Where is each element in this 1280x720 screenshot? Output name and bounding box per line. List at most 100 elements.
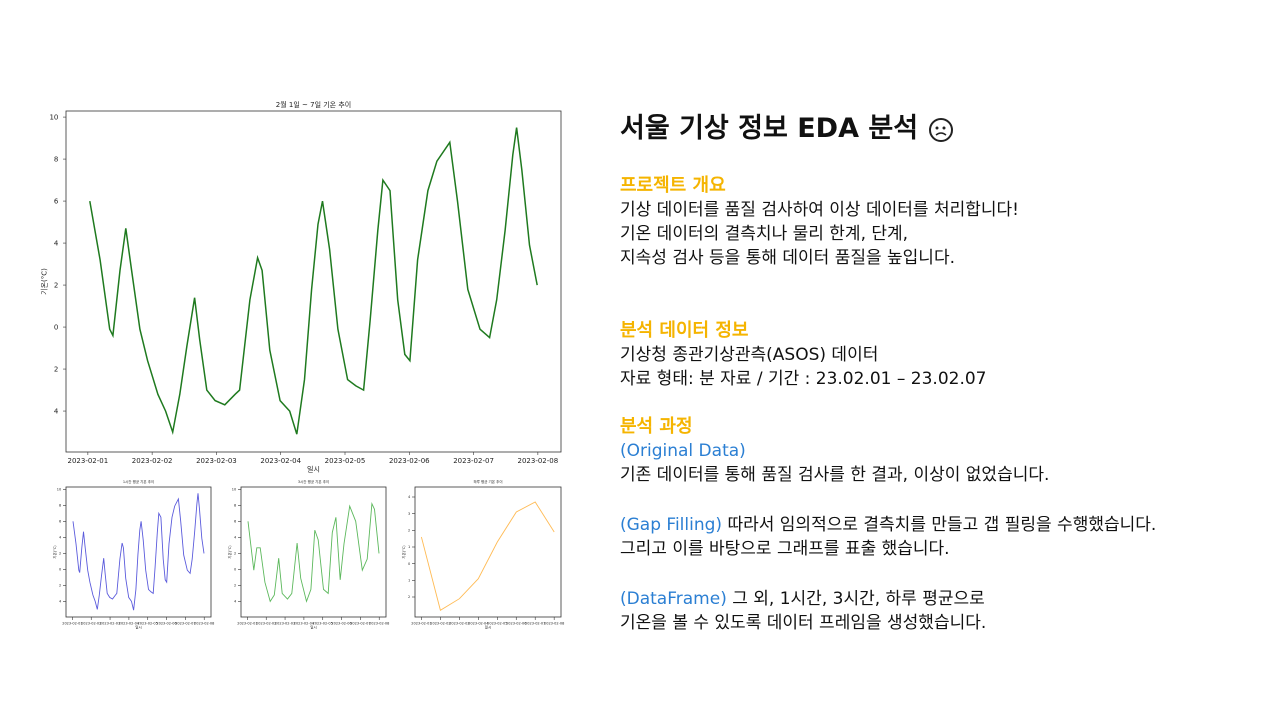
- y-tick-label: 0: [59, 568, 61, 572]
- x-tick-label: 2023-02-08: [194, 622, 214, 626]
- y-tick-label: 0: [54, 324, 58, 332]
- text-line: 자료 형태: 분 자료 / 기간 : 23.02.01 – 23.02.07: [620, 367, 1260, 391]
- x-tick-label: 2023-02-01: [411, 622, 431, 626]
- y-tick-label: 4: [234, 600, 237, 604]
- x-tick-label: 2023-02-02: [430, 622, 450, 626]
- y-axis-label: 기온(°C): [39, 268, 48, 295]
- y-tick-label: 2: [408, 529, 410, 533]
- line-text: 따라서 임의적으로 결측치를 만들고 갭 필링을 수행했습니다.: [727, 515, 1157, 535]
- section-heading: 분석 데이터 정보: [620, 319, 1260, 343]
- line-text: 그리고 이를 바탕으로 그래프를 표출 했습니다.: [620, 539, 950, 559]
- paragraph: (Gap Filling) 따라서 임의적으로 결측치를 만들고 갭 필링을 수…: [620, 513, 1260, 561]
- data-line: [72, 493, 205, 611]
- x-tick-label: 2023-02-04: [119, 622, 140, 626]
- tag-label: (DataFrame): [620, 589, 727, 609]
- y-tick-label: 4: [59, 600, 62, 604]
- text-line: 기온을 볼 수 있도록 데이터 프레임을 생성했습니다.: [620, 611, 1260, 635]
- chart-title: 1시간 평균 기온 추이: [123, 479, 154, 484]
- line-text: 그 외, 1시간, 3시간, 하루 평균으로: [732, 589, 985, 609]
- paragraph: 기상 데이터를 품질 검사하여 이상 데이터를 처리합니다! 기온 데이터의 결측…: [620, 198, 1260, 270]
- y-tick-label: 2: [234, 584, 236, 588]
- x-tick-label: 2023-02-08: [544, 622, 564, 626]
- section: 분석 과정 (Original Data) 기존 데이터를 통해 품질 검사를 한 …: [620, 415, 1260, 635]
- y-axis-label: 기온(°C): [401, 545, 406, 559]
- emoji-icon: [929, 117, 954, 142]
- y-tick-label: 4: [54, 240, 59, 248]
- title-text: 서울 기상 정보 EDA 분석: [620, 113, 919, 144]
- line-text: 기존 데이터를 통해 품질 검사를 한 결과, 이상이 없었습니다.: [620, 465, 1050, 485]
- y-tick-label: 2: [59, 584, 61, 588]
- x-tick-label: 2023-02-08: [518, 457, 559, 465]
- x-tick-label: 2023-02-06: [331, 622, 351, 626]
- plot-frame: [65, 110, 562, 453]
- x-axis-label: 일시: [485, 625, 491, 630]
- slide-title: 서울 기상 정보 EDA 분석: [620, 108, 1260, 150]
- y-tick-label: 1: [408, 579, 410, 583]
- text-line: 기온 데이터의 결측치나 물리 한계, 단계,: [620, 222, 1260, 246]
- y-tick-label: 2: [54, 366, 58, 374]
- text-line: 지속성 검사 등을 통해 데이터 품질을 높입니다.: [620, 246, 1260, 270]
- x-tick-label: 2023-02-01: [237, 622, 257, 626]
- section-heading: 분석 과정: [620, 415, 1260, 439]
- y-tick-label: 1: [408, 545, 410, 549]
- x-tick-label: 2023-02-05: [138, 622, 158, 626]
- charts: 2월 1일 ~ 7일 기온 추이일시기온(°C)4202468102023-02…: [39, 100, 564, 630]
- x-tick-label: 2023-02-02: [81, 622, 101, 626]
- line-text: 기상청 종관기상관측(ASOS) 데이터: [620, 345, 879, 365]
- y-tick-label: 0: [234, 568, 236, 572]
- heading-text: 분석 데이터 정보: [620, 320, 749, 341]
- x-tick-label: 2023-02-07: [175, 622, 195, 626]
- y-axis-label: 기온(°C): [227, 545, 232, 559]
- y-tick-label: 2: [59, 552, 61, 556]
- y-tick-label: 6: [54, 198, 59, 206]
- text-line: 기상청 종관기상관측(ASOS) 데이터: [620, 343, 1260, 367]
- text-line: (DataFrame) 그 외, 1시간, 3시간, 하루 평균으로: [620, 587, 1260, 611]
- plot-frame: [65, 486, 212, 618]
- plot-frame: [414, 486, 562, 618]
- y-tick-label: 8: [54, 156, 58, 164]
- text-line: 기상 데이터를 품질 검사하여 이상 데이터를 처리합니다!: [620, 198, 1260, 222]
- x-tick-label: 2023-02-06: [156, 622, 176, 626]
- x-axis-label: 일시: [135, 625, 141, 630]
- y-tick-label: 10: [57, 488, 61, 492]
- x-tick-label: 2023-02-01: [68, 457, 109, 465]
- text-line: (Original Data): [620, 439, 1260, 463]
- heading-text: 분석 과정: [620, 416, 693, 437]
- x-tick-label: 2023-02-06: [506, 622, 526, 626]
- y-tick-label: 2: [54, 282, 58, 290]
- y-tick-label: 2: [408, 595, 410, 599]
- heading-text: 프로젝트 개요: [620, 175, 726, 196]
- x-tick-label: 2023-02-05: [313, 622, 333, 626]
- text-panel: 서울 기상 정보 EDA 분석 프로젝트 개요 기상 데이터를 품질 검사하여 이…: [620, 108, 1260, 635]
- x-tick-label: 2023-02-06: [389, 457, 430, 465]
- x-tick-label: 2023-02-04: [468, 622, 489, 626]
- y-tick-label: 8: [59, 504, 61, 508]
- x-tick-label: 2023-02-01: [62, 622, 82, 626]
- x-tick-label: 2023-02-07: [525, 622, 545, 626]
- line-text: 지속성 검사 등을 통해 데이터 품질을 높입니다.: [620, 248, 955, 268]
- x-tick-label: 2023-02-04: [260, 457, 301, 465]
- y-tick-label: 6: [59, 520, 61, 524]
- x-tick-label: 2023-02-05: [325, 457, 366, 465]
- y-axis-label: 기온(°C): [52, 545, 57, 559]
- chart-title: 3시간 평균 기온 추이: [298, 479, 329, 484]
- y-tick-label: 2: [234, 552, 236, 556]
- x-tick-label: 2023-02-03: [275, 622, 295, 626]
- x-tick-label: 2023-02-02: [256, 622, 276, 626]
- text-line: (Gap Filling) 따라서 임의적으로 결측치를 만들고 갭 필링을 수…: [620, 513, 1260, 537]
- y-tick-label: 4: [408, 495, 411, 499]
- x-axis-label: 일시: [307, 464, 320, 473]
- section-heading: 프로젝트 개요: [620, 174, 1260, 198]
- y-tick-label: 8: [234, 504, 236, 508]
- tag-label: (Gap Filling): [620, 515, 723, 535]
- tag-label: (Original Data): [620, 441, 746, 461]
- data-line: [420, 501, 555, 612]
- y-tick-label: 10: [232, 488, 236, 492]
- y-tick-label: 0: [408, 562, 410, 566]
- line-text: 자료 형태: 분 자료 / 기간 : 23.02.01 – 23.02.07: [620, 369, 987, 389]
- x-tick-label: 2023-02-05: [487, 622, 507, 626]
- y-tick-label: 4: [234, 536, 237, 540]
- y-tick-label: 4: [59, 536, 62, 540]
